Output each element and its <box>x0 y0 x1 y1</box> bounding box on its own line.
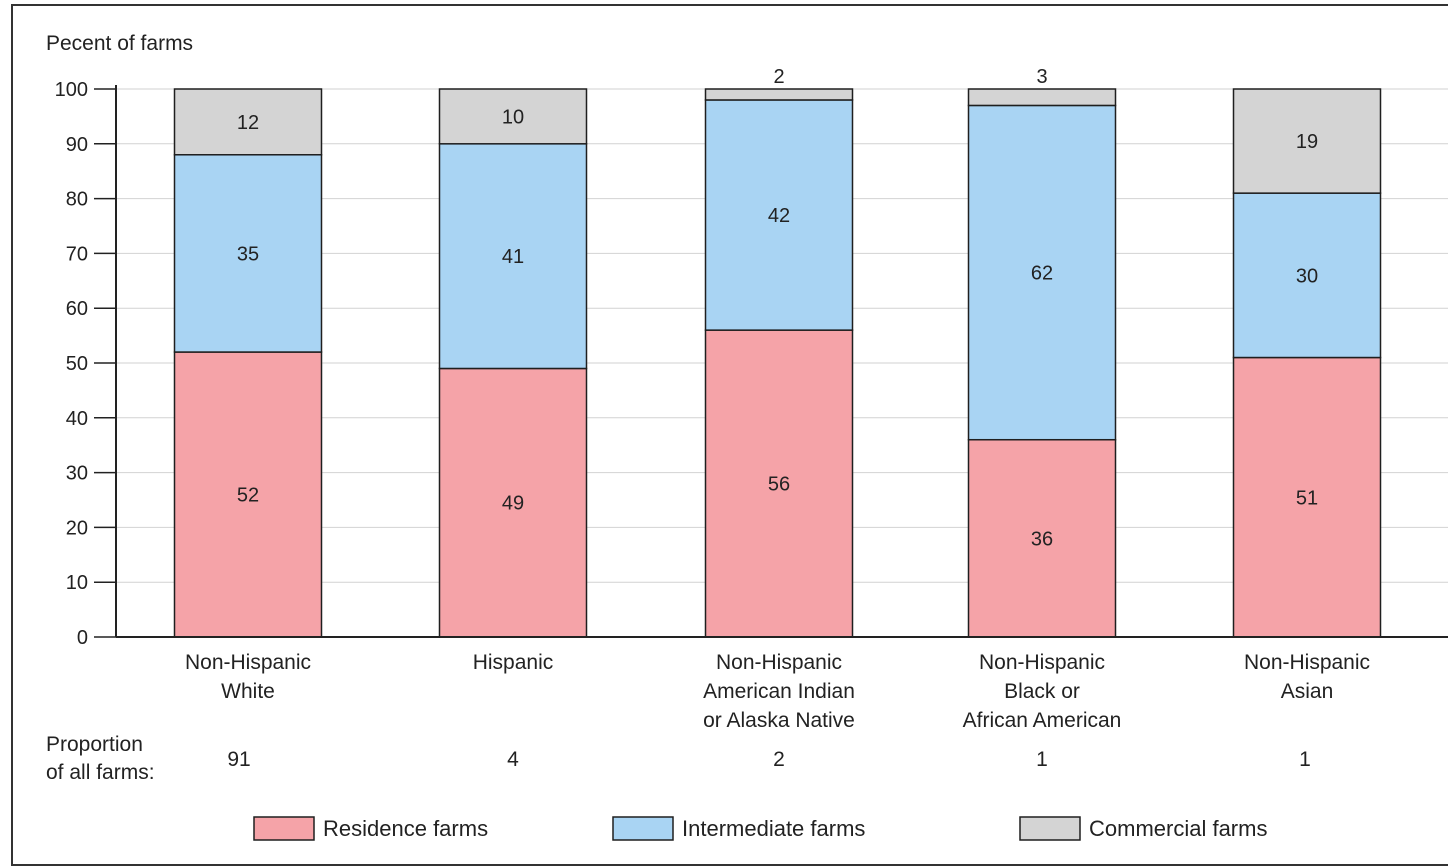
y-tick-label: 40 <box>66 408 88 430</box>
category-label: African American <box>963 709 1122 732</box>
y-tick-label: 30 <box>66 463 88 485</box>
category-label: Asian <box>1281 680 1334 703</box>
y-tick-label: 20 <box>66 517 88 539</box>
proportion-label: Proportion <box>46 733 143 756</box>
y-tick-label: 80 <box>66 189 88 211</box>
y-tick-label: 100 <box>55 79 88 101</box>
proportion-value: 91 <box>227 748 250 771</box>
y-axis-title: Pecent of farms <box>46 32 193 55</box>
bar-segment-intermediate-farms <box>438 143 588 370</box>
data-label: 51 <box>1296 487 1318 509</box>
proportion-value: 4 <box>507 748 519 771</box>
legend-label: Intermediate farms <box>682 816 865 841</box>
category-label: Non-Hispanic <box>979 651 1105 674</box>
bar-segment-intermediate-farms <box>1232 192 1382 359</box>
proportion-value: 2 <box>773 748 785 771</box>
data-label: 12 <box>237 112 259 134</box>
y-tick-label: 50 <box>66 353 88 375</box>
data-label: 2 <box>773 66 784 88</box>
data-label: 30 <box>1296 265 1318 287</box>
category-label: White <box>221 680 275 703</box>
category-label: Hispanic <box>473 651 554 674</box>
category-label: Black or <box>1004 680 1080 703</box>
data-label: 49 <box>502 493 524 515</box>
y-tick-label: 60 <box>66 298 88 320</box>
data-label: 41 <box>502 246 524 268</box>
bar-segment-residence-farms <box>1232 356 1382 638</box>
proportion-value: 1 <box>1299 748 1311 771</box>
bar-segment-commercial-farms <box>704 88 854 101</box>
proportion-value: 1 <box>1036 748 1048 771</box>
proportion-row: Proportion of all farms: 91 4 2 1 1 <box>46 733 1311 784</box>
category-label: Non-Hispanic <box>1244 651 1370 674</box>
bar-segment-commercial-farms <box>438 88 588 145</box>
legend: Residence farms Intermediate farms Commerc… <box>253 816 1267 841</box>
y-tick-label: 10 <box>66 572 88 594</box>
data-label: 56 <box>768 474 790 496</box>
bar-segment-commercial-farms <box>173 88 323 156</box>
proportion-label: of all farms: <box>46 761 155 784</box>
y-tick-label: 90 <box>66 134 88 156</box>
data-label: 36 <box>1031 528 1053 550</box>
y-tick-label: 70 <box>66 243 88 265</box>
bar-segment-commercial-farms <box>1232 88 1382 194</box>
data-label: 42 <box>768 205 790 227</box>
category-label: Non-Hispanic <box>185 651 311 674</box>
y-axis-ticks: 0 10 20 30 40 50 60 70 80 90 100 <box>55 79 116 649</box>
data-label: 52 <box>237 485 259 507</box>
bar-segment-intermediate-farms <box>967 104 1117 441</box>
legend-swatch <box>253 816 315 841</box>
bar-segment-residence-farms <box>967 438 1117 638</box>
legend-swatch <box>1019 816 1081 841</box>
data-label: 62 <box>1031 263 1053 285</box>
y-tick-label: 0 <box>77 627 88 649</box>
x-axis-category-labels: Non-Hispanic White Hispanic Non-Hispanic Ame… <box>185 651 1370 732</box>
bar-segment-commercial-farms <box>967 88 1117 107</box>
category-label: or Alaska Native <box>703 709 855 732</box>
bar-segment-intermediate-farms <box>173 154 323 353</box>
x-axis <box>115 85 1448 638</box>
legend-swatch <box>612 816 674 841</box>
data-label: 3 <box>1036 66 1047 88</box>
data-label: 19 <box>1296 131 1318 153</box>
bar-segment-residence-farms <box>704 329 854 638</box>
category-label: Non-Hispanic <box>716 651 842 674</box>
legend-label: Residence farms <box>323 816 488 841</box>
legend-label: Commercial farms <box>1089 816 1267 841</box>
data-label: 10 <box>502 106 524 128</box>
bars: 52 35 12 49 41 10 56 42 2 36 62 3 51 30 19 <box>173 66 1382 638</box>
data-label: 35 <box>237 243 259 265</box>
category-label: American Indian <box>703 680 855 703</box>
